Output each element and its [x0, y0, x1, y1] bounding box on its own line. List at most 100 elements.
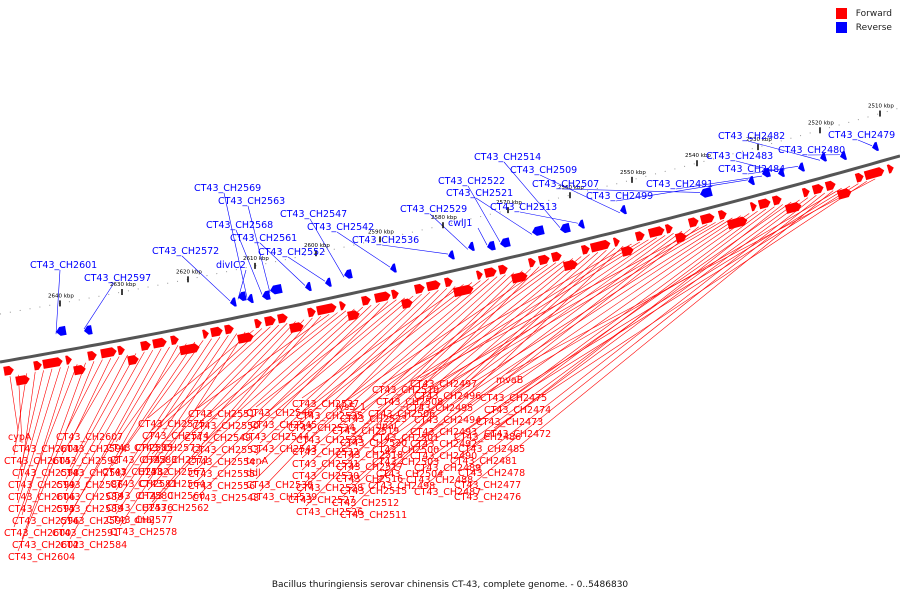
forward-gene-label: CT43_CH2606 [8, 492, 75, 503]
reverse-leader-line [309, 218, 345, 278]
forward-leader-line [341, 247, 616, 498]
forward-leader-line [65, 351, 145, 492]
forward-leader-line [349, 250, 607, 486]
forward-leader-line [305, 282, 473, 411]
reverse-leader-line [539, 174, 621, 214]
forward-gene-label: CT43_CH2591 [52, 528, 119, 539]
forward-gene-arrow [452, 284, 474, 298]
forward-gene-arrow [339, 301, 346, 311]
forward-leader-line [119, 331, 246, 527]
forward-gene-arrow [307, 307, 316, 318]
reverse-leader-line [381, 244, 449, 255]
forward-gene-label: lysS_1 [336, 402, 366, 413]
forward-gene-label: CT43_CH2594 [60, 444, 127, 455]
forward-gene-arrow [361, 295, 371, 306]
legend-reverse[interactable]: Reverse [835, 22, 892, 33]
scale-tick-label: 2530 kbp [746, 137, 772, 143]
forward-gene-label: CT43_CH2510 [372, 385, 439, 396]
forward-leader-line [301, 274, 506, 459]
forward-gene-label: CT43_CH2577 [106, 515, 173, 526]
forward-gene-arrow [757, 198, 771, 210]
forward-gene-label: CT43_CH2492 [410, 439, 477, 450]
reverse-gene-label: CT43_CH2547 [280, 209, 347, 220]
forward-gene-label: CT43_CH2517 [336, 462, 403, 473]
reverse-gene-label: CT43_CH2536 [352, 235, 419, 246]
forward-gene-arrow [179, 343, 200, 356]
forward-gene-arrow [580, 244, 590, 255]
forward-leader-line [463, 190, 834, 492]
reverse-leader-line [615, 179, 749, 202]
forward-gene-label: CT43_CH2564 [138, 479, 205, 490]
reverse-gene-label: cwlJ1 [448, 218, 472, 229]
reverse-gene-arrow [748, 175, 755, 186]
forward-leader-line [297, 268, 532, 495]
forward-leader-line [61, 356, 120, 456]
forward-leader-line [381, 243, 632, 385]
forward-leader-line [385, 241, 641, 397]
forward-gene-label: CT43_CH2575 [138, 419, 205, 430]
reverse-leader-line [735, 160, 779, 173]
reverse-leader-line [675, 175, 763, 190]
forward-gene-label: CT43_CH2551 [188, 409, 255, 420]
forward-leader-line [377, 239, 649, 409]
forward-leader-line [301, 276, 498, 447]
forward-gene-label: CT43_CH2533 [296, 435, 363, 446]
forward-leader-line [197, 305, 372, 469]
forward-gene-arrow [664, 224, 673, 234]
reverse-gene-label: CT43_CH2542 [307, 222, 374, 233]
forward-gene-arrow [854, 172, 864, 183]
forward-leader-line [493, 185, 851, 405]
forward-gene-label: CT43_CH2593 [52, 456, 119, 467]
forward-gene-label: CT43_CH2549 [184, 433, 251, 444]
reverse-gene-arrow [762, 167, 771, 178]
forward-gene-arrow [886, 164, 894, 174]
reverse-gene-arrow [390, 263, 397, 273]
forward-leader-line [151, 328, 263, 431]
forward-gene-label: CT43_CH2548 [192, 493, 259, 504]
reverse-gene-arrow [84, 325, 93, 335]
scale-tick-label: 2550 kbp [620, 170, 646, 176]
forward-leader-line [423, 208, 767, 463]
forward-leader-line [17, 368, 53, 492]
forward-leader-line [21, 362, 86, 540]
reverse-gene-label: CT43_CH2569 [194, 183, 261, 194]
forward-gene-label: CT43_CH2546 [246, 408, 313, 419]
reverse-gene-arrow [262, 290, 271, 301]
forward-leader-line [69, 354, 128, 468]
forward-gene-arrow [15, 375, 30, 386]
forward-leader-line [419, 224, 708, 379]
scale-tick-label: 2610 kbp [243, 256, 269, 262]
forward-leader-line [485, 183, 859, 417]
forward-leader-line [69, 345, 179, 540]
reverse-gene-label: CT43_CH2482 [718, 131, 785, 142]
reverse-gene-arrow [238, 291, 247, 301]
forward-gene-arrow [140, 340, 151, 351]
forward-gene-arrow [33, 360, 42, 371]
forward-gene-label: CT43_CH2473 [476, 417, 543, 428]
reverse-leader-line [429, 213, 469, 250]
forward-leader-line [115, 333, 238, 515]
scale-tick-label: 2630 kbp [110, 282, 136, 288]
forward-gene-label: CT43_CH2605 [4, 456, 71, 467]
reverse-gene-arrow [620, 205, 627, 215]
reverse-leader-line [857, 139, 873, 147]
forward-leader-line [197, 314, 330, 409]
forward-leader-line [301, 284, 464, 399]
scale-tick-label: 2540 kbp [685, 153, 711, 159]
reverse-leader-line [55, 269, 61, 335]
reverse-leader-line [561, 188, 701, 193]
legend-forward[interactable]: Forward [835, 8, 892, 19]
forward-gene-label: CT43_CH2580 [106, 491, 173, 502]
reverse-gene-label: divIC2 [216, 260, 246, 271]
forward-gene-arrow [717, 210, 727, 220]
scale-ticks: 2640 kbp 2630 kbp 2620 kbp 2610 kbp 2600 kbp… [48, 104, 894, 307]
forward-gene-label: CT43_CH2539 [250, 492, 317, 503]
forward-gene-label: CT43_CH2582 [102, 467, 169, 478]
forward-gene-arrow [562, 259, 578, 272]
forward-gene-label: CT43_CH2534 [288, 423, 355, 434]
scale-tick-label: 2620 kbp [176, 269, 202, 275]
forward-leader-line [423, 222, 716, 391]
scale-tick-label: 2520 kbp [808, 120, 834, 126]
reverse-gene-arrow [560, 222, 571, 234]
forward-gene-label: CT43_CH2497 [410, 379, 477, 390]
